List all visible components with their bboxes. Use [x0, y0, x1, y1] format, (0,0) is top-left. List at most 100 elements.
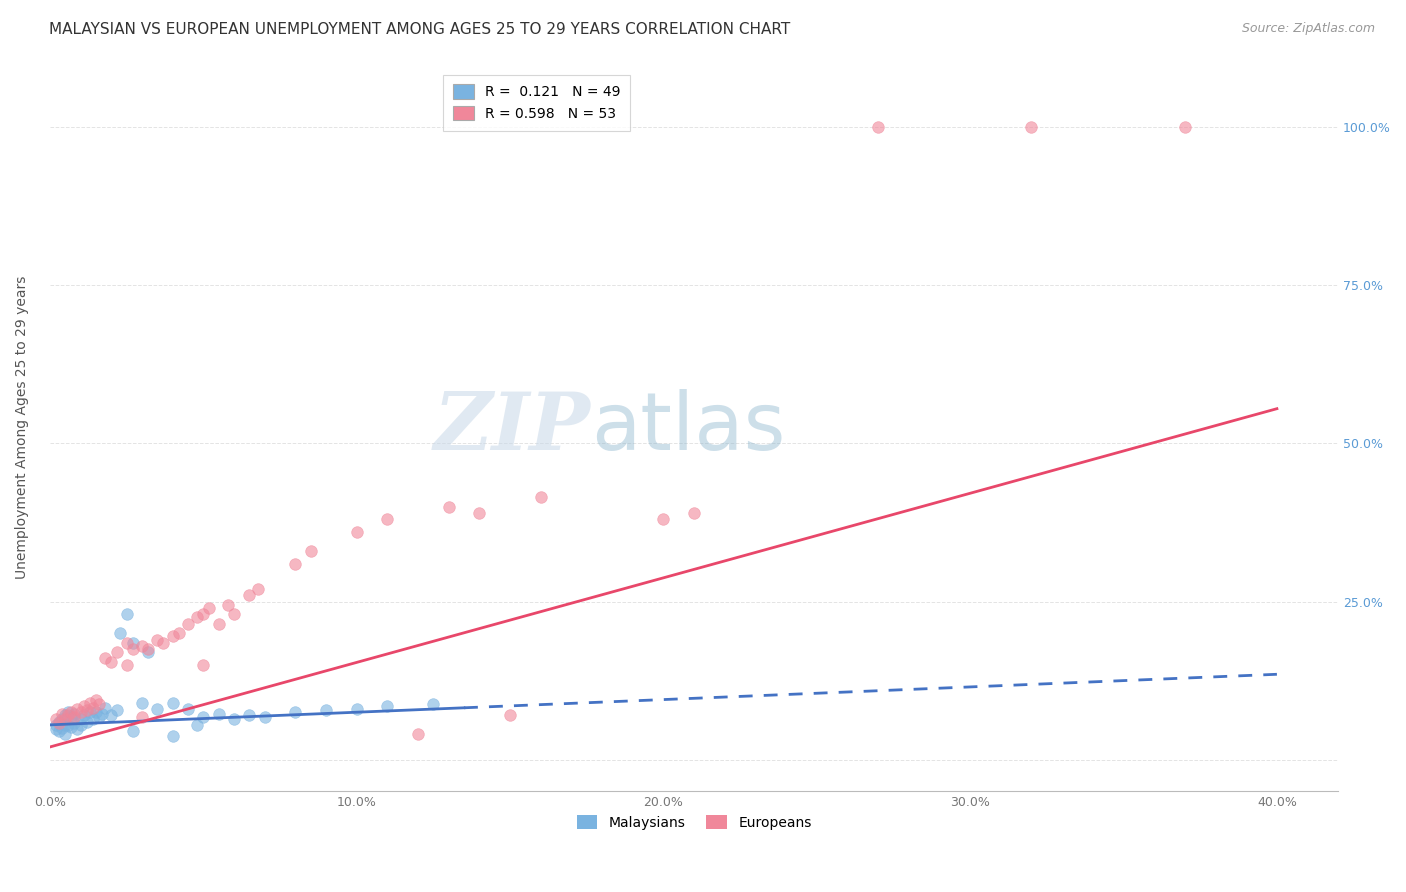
- Point: [76, 714, 98, 729]
- Point: [162, 729, 184, 743]
- Point: [63, 707, 86, 722]
- Point: [375, 512, 398, 526]
- Point: [58, 705, 80, 719]
- Point: [60, 709, 83, 723]
- Point: [100, 708, 122, 723]
- Point: [79, 705, 101, 719]
- Point: [105, 703, 128, 717]
- Point: [45, 723, 67, 737]
- Point: [238, 708, 260, 723]
- Point: [299, 544, 322, 558]
- Point: [63, 709, 86, 723]
- Point: [45, 712, 67, 726]
- Point: [69, 718, 91, 732]
- Point: [146, 632, 169, 647]
- Point: [53, 712, 76, 726]
- Point: [105, 645, 128, 659]
- Point: [72, 708, 94, 723]
- Point: [406, 727, 429, 741]
- Y-axis label: Unemployment Among Ages 25 to 29 years: Unemployment Among Ages 25 to 29 years: [15, 276, 30, 579]
- Point: [152, 635, 174, 649]
- Point: [177, 702, 200, 716]
- Point: [82, 700, 104, 714]
- Point: [207, 707, 229, 722]
- Point: [207, 616, 229, 631]
- Point: [346, 524, 368, 539]
- Point: [121, 724, 143, 739]
- Point: [238, 588, 260, 602]
- Point: [60, 705, 83, 719]
- Point: [51, 712, 73, 726]
- Point: [162, 696, 184, 710]
- Point: [131, 639, 153, 653]
- Point: [66, 723, 89, 737]
- Point: [652, 512, 675, 526]
- Point: [468, 506, 491, 520]
- Point: [69, 705, 91, 719]
- Point: [84, 692, 107, 706]
- Point: [51, 721, 73, 735]
- Point: [58, 718, 80, 732]
- Point: [100, 655, 122, 669]
- Point: [115, 657, 138, 672]
- Text: atlas: atlas: [591, 389, 786, 467]
- Point: [186, 718, 208, 732]
- Point: [162, 629, 184, 643]
- Point: [530, 490, 553, 504]
- Point: [48, 724, 70, 739]
- Point: [48, 714, 70, 729]
- Point: [91, 707, 114, 722]
- Point: [53, 718, 76, 732]
- Point: [58, 708, 80, 723]
- Text: ZIP: ZIP: [434, 389, 591, 467]
- Point: [136, 642, 159, 657]
- Legend: Malaysians, Europeans: Malaysians, Europeans: [571, 809, 817, 835]
- Point: [53, 727, 76, 741]
- Point: [69, 712, 91, 726]
- Point: [868, 120, 890, 135]
- Point: [79, 696, 101, 710]
- Point: [247, 582, 270, 596]
- Point: [193, 607, 215, 622]
- Point: [1021, 120, 1043, 135]
- Point: [51, 707, 73, 722]
- Point: [66, 702, 89, 716]
- Text: MALAYSIAN VS EUROPEAN UNEMPLOYMENT AMONG AGES 25 TO 29 YEARS CORRELATION CHART: MALAYSIAN VS EUROPEAN UNEMPLOYMENT AMONG…: [49, 22, 790, 37]
- Text: Source: ZipAtlas.com: Source: ZipAtlas.com: [1241, 22, 1375, 36]
- Point: [94, 700, 117, 714]
- Point: [683, 506, 706, 520]
- Point: [45, 718, 67, 732]
- Point: [284, 557, 307, 571]
- Point: [136, 645, 159, 659]
- Point: [87, 697, 110, 711]
- Point: [222, 607, 245, 622]
- Point: [217, 598, 239, 612]
- Point: [48, 716, 70, 731]
- Point: [121, 642, 143, 657]
- Point: [198, 600, 221, 615]
- Point: [186, 610, 208, 624]
- Point: [63, 716, 86, 731]
- Point: [121, 635, 143, 649]
- Point: [253, 709, 276, 723]
- Point: [222, 712, 245, 726]
- Point: [346, 702, 368, 716]
- Point: [167, 626, 190, 640]
- Point: [193, 657, 215, 672]
- Point: [84, 705, 107, 719]
- Point: [82, 712, 104, 726]
- Point: [131, 696, 153, 710]
- Point: [115, 635, 138, 649]
- Point: [177, 616, 200, 631]
- Point: [94, 651, 117, 665]
- Point: [76, 703, 98, 717]
- Point: [1174, 120, 1197, 135]
- Point: [499, 708, 522, 723]
- Point: [375, 698, 398, 713]
- Point: [110, 626, 132, 640]
- Point: [284, 705, 307, 719]
- Point: [193, 709, 215, 723]
- Point: [437, 500, 460, 514]
- Point: [115, 607, 138, 622]
- Point: [60, 720, 83, 734]
